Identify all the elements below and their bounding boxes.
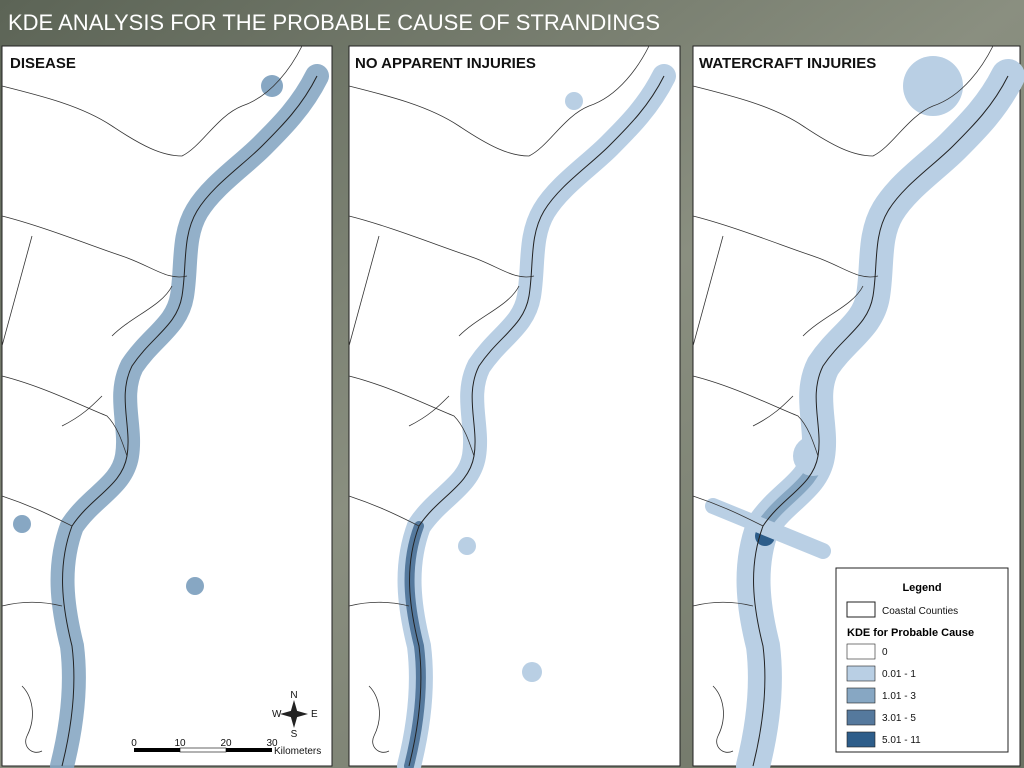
legend-label: 0.01 - 1 (882, 669, 916, 680)
compass-label: E (311, 709, 318, 720)
map-panel: NO APPARENT INJURIES (348, 45, 681, 768)
legend-swatch (846, 665, 876, 682)
scale-unit: Kilometers (274, 746, 321, 757)
compass-label: S (291, 729, 298, 740)
map-panel: DISEASE N E S W 0 10 20 30 Kilometers (1, 45, 333, 766)
legend-label: 3.01 - 5 (882, 713, 916, 724)
panel-title: NO APPARENT INJURIES (355, 55, 536, 72)
scale-bar: 0 10 20 30 Kilometers (131, 738, 321, 757)
compass-label: N (290, 690, 297, 701)
legend-swatch (846, 643, 876, 660)
scale-tick: 10 (174, 738, 186, 749)
scale-tick: 30 (266, 738, 278, 749)
legend: Legend Coastal Counties KDE for Probable… (835, 567, 1009, 753)
legend-swatch (846, 731, 876, 748)
legend-subtitle: KDE for Probable Cause (847, 627, 974, 639)
compass-label: W (272, 709, 282, 720)
legend-swatch (846, 709, 876, 726)
panel-title: DISEASE (10, 55, 76, 72)
legend-title: Legend (902, 582, 941, 594)
legend-label: 1.01 - 3 (882, 691, 916, 702)
scale-tick: 0 (131, 738, 137, 749)
slide-title: KDE ANALYSIS FOR THE PROBABLE CAUSE OF S… (8, 10, 660, 35)
legend-swatch (846, 687, 876, 704)
legend-swatch (846, 601, 876, 618)
scale-tick: 20 (220, 738, 232, 749)
legend-label: 5.01 - 11 (882, 735, 921, 746)
legend-label: 0 (882, 647, 888, 658)
panel-title: WATERCRAFT INJURIES (699, 55, 876, 72)
legend-label: Coastal Counties (882, 606, 958, 617)
compass: N E S W (272, 690, 318, 740)
